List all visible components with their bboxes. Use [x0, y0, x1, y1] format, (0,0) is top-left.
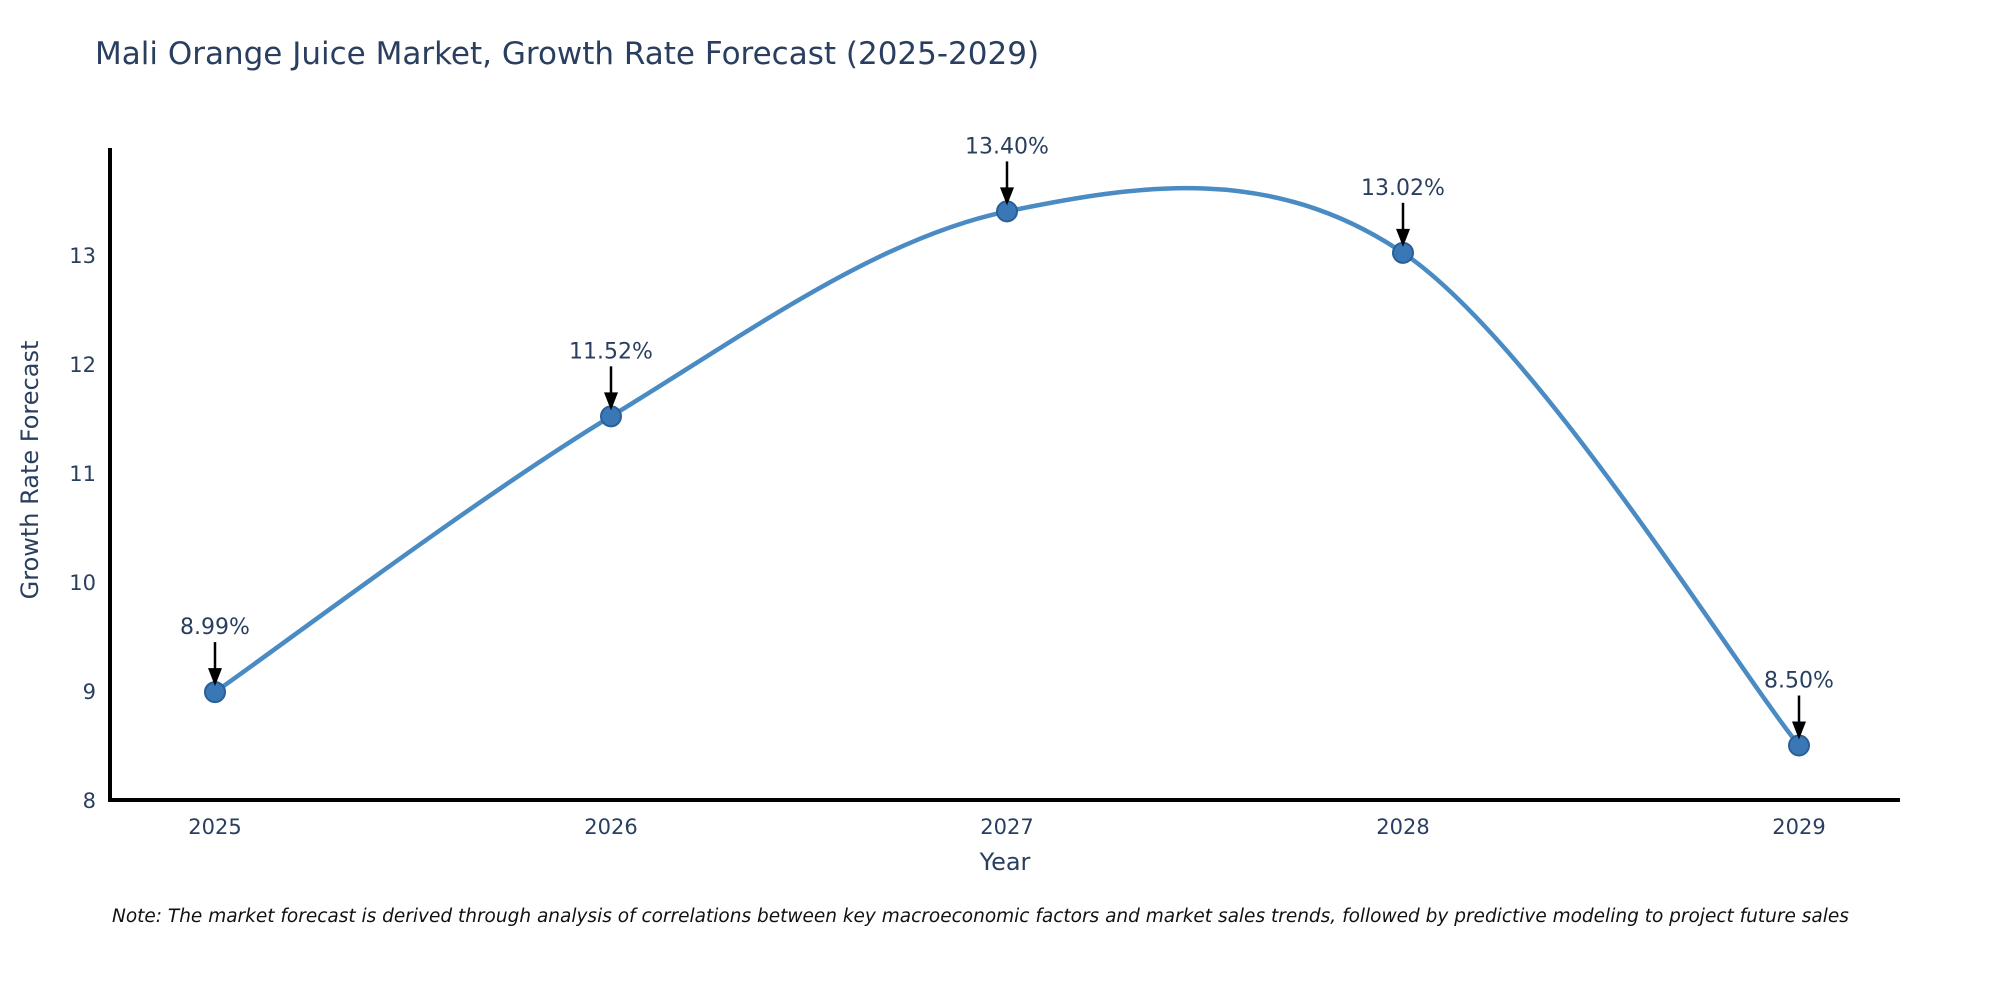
annotation-arrowhead: [1000, 187, 1014, 206]
y-tick-label: 10: [69, 571, 96, 595]
annotation-arrowhead: [208, 668, 222, 687]
annotation-label: 13.02%: [1361, 176, 1445, 201]
x-tick-label: 2029: [1772, 815, 1825, 839]
x-tick-label: 2026: [584, 815, 637, 839]
x-axis-title: Year: [979, 848, 1031, 876]
y-tick-label: 12: [69, 353, 96, 377]
footnote-text: Note: The market forecast is derived thr…: [112, 906, 1849, 927]
annotation-arrowhead: [1396, 228, 1410, 247]
y-tick-label: 9: [83, 680, 96, 704]
y-axis-title: Growth Rate Forecast: [16, 340, 44, 600]
annotation-label: 8.50%: [1764, 669, 1834, 694]
x-tick-label: 2028: [1376, 815, 1429, 839]
x-tick-label: 2027: [980, 815, 1033, 839]
chart-title: Mali Orange Juice Market, Growth Rate Fo…: [95, 36, 1040, 72]
forecast-line: [212, 185, 1802, 748]
y-tick-label: 11: [69, 462, 96, 486]
annotation-arrowhead: [604, 392, 618, 411]
annotation-label: 11.52%: [569, 339, 653, 364]
y-tick-label: 13: [69, 244, 96, 268]
annotation-label: 8.99%: [180, 615, 250, 640]
annotation-label: 13.40%: [965, 134, 1049, 159]
y-tick-label: 8: [83, 789, 96, 813]
x-tick-label: 2025: [188, 815, 241, 839]
annotation-arrowhead: [1792, 721, 1806, 740]
